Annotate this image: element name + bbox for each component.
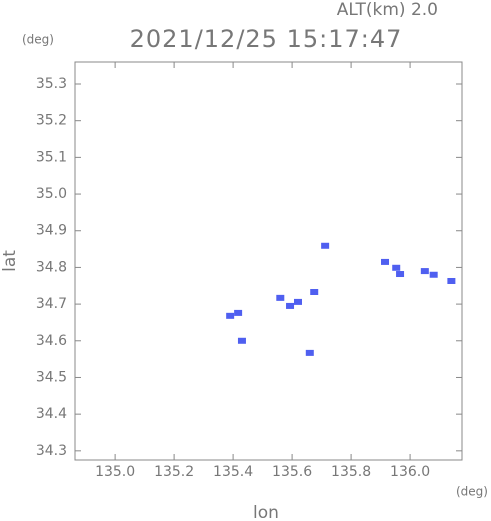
y-tick-label: 35.3	[36, 76, 67, 92]
x-tick-label: 136.0	[390, 464, 430, 480]
y-unit: (deg)	[22, 33, 54, 47]
echo-cell	[310, 288, 319, 295]
echo-cell	[305, 349, 314, 356]
echo-cell	[234, 309, 243, 316]
echo-cell	[276, 294, 285, 301]
x-tick-label: 135.2	[154, 464, 194, 480]
x-axis-label: lon	[253, 503, 279, 521]
y-tick-label: 34.7	[36, 296, 67, 312]
x-tick-label: 135.8	[331, 464, 371, 480]
echo-cell	[429, 271, 438, 278]
echo-cell	[286, 302, 295, 309]
altitude: ALT(km) 2.0	[337, 0, 438, 20]
echo-cell	[321, 242, 330, 249]
y-tick-label: 34.9	[36, 223, 67, 239]
x-unit: (deg)	[456, 485, 488, 499]
y-tick-label: 35.0	[36, 186, 67, 202]
y-tick-label: 34.4	[36, 406, 67, 422]
echo-cell	[381, 258, 390, 265]
chart-title: 2021/12/25 15:17:47	[130, 25, 403, 53]
y-tick-label: 35.2	[36, 113, 67, 129]
echo-cell	[447, 277, 456, 284]
y-tick-label: 34.6	[36, 333, 67, 349]
echo-cell	[237, 337, 246, 344]
echo-cell	[293, 298, 302, 305]
y-tick-label: 35.1	[36, 149, 67, 165]
y-axis-label: lat	[0, 250, 20, 272]
y-tick-label: 34.8	[36, 259, 67, 275]
echo-cell	[226, 312, 235, 319]
y-tick-label: 34.3	[36, 443, 67, 459]
plot-frame	[74, 61, 463, 461]
x-tick-label: 135.4	[213, 464, 253, 480]
y-tick-label: 34.5	[36, 369, 67, 385]
echo-cell	[396, 271, 405, 278]
x-tick-label: 135.6	[272, 464, 312, 480]
x-tick-label: 135.0	[95, 464, 135, 480]
echo-cell	[420, 268, 429, 275]
echo-cell	[392, 264, 401, 271]
